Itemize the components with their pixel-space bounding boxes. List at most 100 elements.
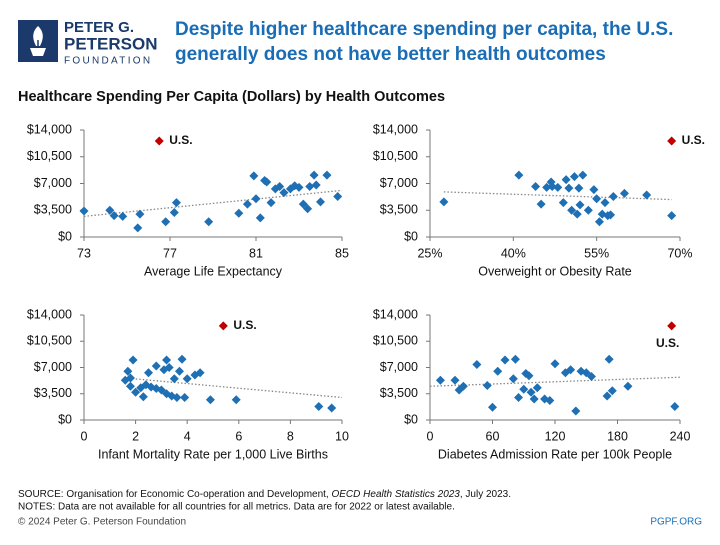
point-label: U.S. (169, 133, 192, 147)
point (161, 217, 171, 227)
logo-text: PETERSON (64, 34, 158, 53)
point (472, 360, 482, 369)
point (151, 361, 161, 371)
copyright: © 2024 Peter G. Peterson Foundation (18, 517, 186, 528)
point (311, 180, 321, 190)
point (105, 205, 115, 215)
point (309, 170, 319, 180)
point (305, 182, 315, 192)
point (162, 355, 172, 365)
point (439, 197, 449, 207)
point (531, 182, 541, 192)
point (180, 393, 190, 402)
point (642, 190, 652, 200)
point (542, 182, 552, 192)
x-tick-label: 25% (417, 246, 442, 260)
y-tick-label: $3,500 (34, 203, 72, 217)
source-text: OECD Health Statistics 2023 (331, 489, 460, 500)
x-tick-label: 8 (287, 429, 294, 443)
site: PGPF.ORG (650, 517, 702, 528)
point (564, 183, 574, 193)
point (255, 213, 265, 223)
title: Despite higher healthcare spending per c… (175, 19, 673, 40)
point (529, 394, 539, 404)
x-tick-label: 70% (667, 246, 692, 260)
x-tick-label: 0 (81, 429, 88, 443)
point (333, 191, 343, 201)
point (553, 182, 563, 192)
y-tick-label: $0 (404, 229, 418, 243)
point (572, 209, 582, 219)
y-tick-label: $14,000 (27, 307, 72, 321)
y-tick-label: $3,500 (380, 203, 418, 217)
x-axis-label: Overweight or Obesity Rate (478, 264, 632, 278)
title: generally does not have better health ou… (175, 44, 606, 65)
y-tick-label: $14,000 (373, 307, 418, 321)
point (623, 381, 633, 391)
point (594, 217, 604, 227)
point (135, 209, 145, 219)
point (174, 366, 184, 376)
x-tick-label: 73 (77, 246, 91, 260)
point (195, 368, 205, 378)
x-tick-label: 55% (584, 246, 609, 260)
point (536, 199, 546, 209)
source: SOURCE: Organisation for Economic Co-ope… (18, 489, 511, 500)
point (667, 321, 677, 331)
logo-icon (18, 20, 58, 62)
logo-text: FOUNDATION (64, 56, 152, 67)
notes: NOTES: Data are not available for all co… (18, 502, 455, 513)
point (123, 366, 133, 376)
x-tick-label: 120 (545, 429, 566, 443)
point (169, 208, 179, 218)
x-tick-label: 77 (163, 246, 177, 260)
x-axis-label: Average Life Expectancy (144, 264, 283, 278)
point (561, 175, 571, 185)
point (131, 387, 141, 397)
point (545, 396, 555, 405)
x-axis-label: Diabetes Admission Rate per 100k People (438, 447, 672, 461)
point (249, 171, 259, 181)
trendline (443, 191, 672, 201)
point (316, 197, 325, 207)
x-tick-label: 10 (335, 429, 349, 443)
logo-text: PETER G. (64, 19, 134, 36)
point (204, 217, 214, 227)
y-tick-label: $0 (58, 229, 72, 243)
point (435, 375, 445, 385)
point (547, 182, 557, 192)
trendline (125, 377, 343, 399)
point (667, 136, 677, 146)
point (602, 391, 612, 401)
x-tick-label: 0 (427, 429, 434, 443)
point (177, 354, 187, 364)
point (670, 402, 680, 411)
subtitle: Healthcare Spending Per Capita (Dollars)… (18, 89, 445, 105)
trendline (83, 189, 343, 218)
point (231, 395, 241, 405)
x-tick-label: 40% (501, 246, 526, 260)
y-tick-label: $7,000 (380, 360, 418, 374)
point (550, 359, 560, 369)
point (251, 194, 261, 204)
point (567, 205, 577, 215)
point (327, 403, 337, 413)
x-tick-label: 6 (235, 429, 242, 443)
source-text: SOURCE: Organisation for Economic Co-ope… (18, 489, 331, 500)
x-tick-label: 85 (335, 246, 349, 260)
point (133, 223, 143, 233)
point (558, 198, 568, 208)
point (571, 406, 581, 416)
point (144, 368, 153, 378)
y-tick-label: $3,500 (34, 386, 72, 400)
point (600, 198, 610, 208)
y-tick-label: $0 (404, 412, 418, 426)
x-tick-label: 240 (670, 429, 691, 443)
point (574, 183, 584, 193)
y-tick-label: $7,000 (34, 360, 72, 374)
point (458, 381, 468, 391)
point (171, 198, 181, 208)
point (125, 381, 135, 391)
point (322, 170, 332, 180)
x-tick-label: 81 (249, 246, 263, 260)
